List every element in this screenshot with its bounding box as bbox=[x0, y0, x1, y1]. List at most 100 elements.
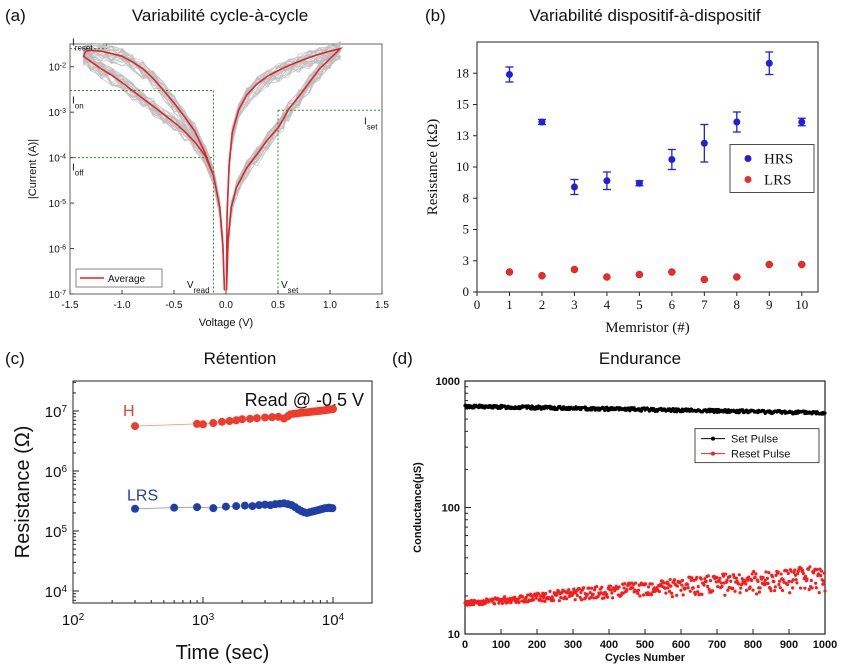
x-tick-label-a: 0.5 bbox=[271, 300, 285, 311]
reset-pulse-point bbox=[695, 575, 699, 579]
reset-pulse-point bbox=[767, 570, 771, 575]
reset-pulse-point bbox=[803, 574, 808, 578]
x-axis-label-a: Voltage (V) bbox=[199, 317, 253, 329]
chart-a: -1.5 -1.0 -0.5 0.0 0.5 1.0 1.5 10-7 10-6 10-5 10-4… bbox=[27, 38, 389, 329]
reset-pulse-point bbox=[788, 591, 792, 595]
reset-pulse-point bbox=[708, 578, 713, 583]
reset-pulse-point bbox=[702, 583, 706, 587]
legend-lrs-marker bbox=[744, 176, 752, 183]
reset-pulse-point bbox=[744, 582, 748, 586]
reset-pulse-point bbox=[773, 589, 777, 593]
hrs-point bbox=[798, 118, 806, 126]
plot-area-c bbox=[72, 380, 373, 604]
reset-pulse-point bbox=[579, 590, 583, 595]
legend-reset-marker bbox=[711, 451, 715, 456]
reset-pulse-point bbox=[663, 586, 667, 590]
reset-pulse-point bbox=[785, 569, 789, 573]
reset-pulse-point bbox=[809, 578, 813, 583]
y-tick-label-c: 105 bbox=[45, 524, 68, 542]
reset-pulse-point bbox=[814, 581, 818, 585]
reset-pulse-point bbox=[557, 589, 561, 593]
y-axis-label-c: Resistance (Ω) bbox=[12, 426, 34, 559]
y-tick-label-d: 1000 bbox=[436, 376, 460, 388]
set-pulse-point bbox=[632, 406, 636, 410]
reset-pulse-point bbox=[755, 592, 759, 596]
reset-pulse-point bbox=[776, 570, 780, 574]
point-h bbox=[261, 413, 270, 422]
set-pulse-point bbox=[823, 411, 827, 415]
reset-pulse-point bbox=[738, 591, 742, 595]
point-h bbox=[232, 416, 241, 425]
reset-pulse-point bbox=[803, 586, 807, 590]
point-lrs bbox=[131, 504, 140, 513]
reset-pulse-point bbox=[787, 579, 791, 583]
annotation-vset: Vset bbox=[281, 280, 299, 295]
legend-a bbox=[75, 268, 163, 288]
reset-pulse-point bbox=[749, 578, 754, 583]
reset-pulse-point bbox=[585, 592, 589, 597]
lrs-point bbox=[733, 273, 741, 281]
reset-pulse-point bbox=[781, 578, 785, 582]
x-tick-label-a: -0.5 bbox=[165, 300, 183, 311]
reset-pulse-point bbox=[716, 584, 720, 589]
legend-set-marker bbox=[711, 436, 715, 441]
point-h bbox=[329, 404, 337, 413]
panel-b-letter: (b) bbox=[425, 6, 446, 25]
x-tick-label-b: 10 bbox=[795, 297, 808, 312]
reset-pulse-point bbox=[610, 591, 614, 595]
reset-pulse-point bbox=[817, 591, 821, 595]
set-pulse-points bbox=[463, 403, 827, 416]
reset-pulse-point bbox=[791, 586, 795, 590]
point-lrs bbox=[209, 504, 218, 513]
reset-pulse-point bbox=[728, 574, 732, 578]
reset-pulse-point bbox=[719, 581, 723, 585]
lrs-point bbox=[635, 270, 644, 279]
reset-pulse-point bbox=[785, 582, 790, 587]
x-tick-label-c: 103 bbox=[192, 612, 215, 630]
x-axis-label-d: Cycles Number bbox=[605, 652, 686, 664]
reset-pulse-point bbox=[819, 569, 823, 573]
reset-pulse-point bbox=[801, 568, 805, 573]
point-h bbox=[199, 420, 207, 429]
y-tick-label-a: 10-3 bbox=[49, 108, 66, 120]
reset-pulse-point bbox=[733, 589, 737, 593]
reset-pulse-point bbox=[521, 595, 525, 599]
reset-pulse-point bbox=[608, 584, 613, 588]
reset-pulse-point bbox=[748, 585, 752, 589]
reset-pulse-point bbox=[472, 602, 476, 607]
reset-pulse-point bbox=[577, 587, 582, 591]
reset-pulse-point bbox=[807, 587, 811, 592]
point-lrs bbox=[232, 502, 241, 511]
reset-pulse-point bbox=[720, 584, 724, 588]
reset-pulse-point bbox=[557, 599, 561, 603]
x-tick-label-d: 800 bbox=[744, 639, 762, 651]
reset-pulse-point bbox=[808, 565, 812, 569]
set-pulse-point bbox=[726, 408, 731, 412]
reset-pulse-point bbox=[623, 582, 627, 586]
reset-pulse-point bbox=[539, 594, 543, 598]
reset-pulse-point bbox=[492, 602, 497, 606]
reset-pulse-point bbox=[543, 599, 547, 603]
grey-cycle-pos bbox=[226, 55, 341, 291]
x-tick-label-b: 2 bbox=[539, 297, 546, 312]
annotation-vread: Vread bbox=[187, 280, 210, 295]
y-axis-label-a: |Current (A)| bbox=[27, 139, 39, 199]
lrs-point bbox=[505, 268, 514, 276]
reset-pulse-point bbox=[531, 598, 535, 602]
hrs-point bbox=[505, 71, 513, 78]
panel-a-title: Variabilité cycle-à-cycle bbox=[131, 6, 309, 25]
reset-pulse-point bbox=[731, 586, 735, 591]
reset-pulse-point bbox=[778, 579, 782, 583]
panel-d-letter: (d) bbox=[392, 349, 413, 368]
reset-pulse-point bbox=[769, 589, 773, 593]
reset-pulse-point bbox=[534, 596, 538, 600]
x-tick-label-b: 0 bbox=[474, 297, 481, 312]
reset-pulse-point bbox=[801, 571, 805, 576]
y-tick-label-a: 10-7 bbox=[49, 290, 66, 302]
reset-pulse-point bbox=[538, 597, 542, 601]
x-tick-label-d: 300 bbox=[564, 639, 582, 651]
reset-pulse-point bbox=[641, 593, 646, 597]
lrs-point bbox=[765, 260, 774, 269]
point-h bbox=[217, 417, 226, 426]
reset-pulse-point bbox=[605, 595, 610, 599]
